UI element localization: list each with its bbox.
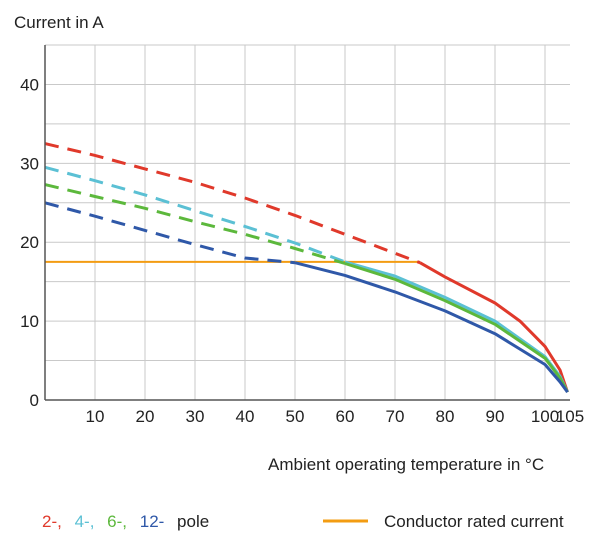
y-tick-label: 0 xyxy=(30,391,39,410)
y-tick-label: 30 xyxy=(20,154,39,173)
x-tick-label: 20 xyxy=(136,407,155,426)
x-tick-label: 105 xyxy=(556,407,584,426)
x-tick-label: 50 xyxy=(286,407,305,426)
legend-12-pole: 12- xyxy=(140,512,165,531)
x-tick-label: 80 xyxy=(436,407,455,426)
x-tick-label: 30 xyxy=(186,407,205,426)
x-tick-label: 100 xyxy=(531,407,559,426)
y-tick-label: 20 xyxy=(20,233,39,252)
y-tick-label: 10 xyxy=(20,312,39,331)
legend-4-pole: 4-, xyxy=(75,512,95,531)
legend: 2-, 4-, 6-, 12- pole Conductor rated cur… xyxy=(42,512,564,531)
x-tick-label: 70 xyxy=(386,407,405,426)
series-line-12-pole-dashed xyxy=(44,201,296,265)
axes xyxy=(44,45,570,401)
grid xyxy=(45,44,570,400)
legend-2-pole: 2-, xyxy=(42,512,62,531)
x-axis-label: Ambient operating temperature in °C xyxy=(268,455,544,474)
x-tick-label: 60 xyxy=(336,407,355,426)
x-tick-label: 90 xyxy=(486,407,505,426)
series-line-2-pole-dashed xyxy=(44,142,421,265)
series-lines xyxy=(44,142,569,393)
series-line-12-pole-solid xyxy=(294,261,569,393)
legend-pole-suffix: pole xyxy=(177,512,209,531)
series-line-2-pole-solid xyxy=(419,261,569,393)
x-tick-label: 40 xyxy=(236,407,255,426)
y-tick-label: 40 xyxy=(20,75,39,94)
x-tick-label: 10 xyxy=(86,407,105,426)
series-line-6-pole-solid xyxy=(344,262,569,393)
y-axis-label: Current in A xyxy=(14,13,104,32)
legend-6-pole: 6-, xyxy=(107,512,127,531)
legend-rated-current: Conductor rated current xyxy=(384,512,564,531)
series-line-4-pole-dashed xyxy=(44,165,346,264)
series-line-6-pole-dashed xyxy=(44,183,346,265)
legend-pole-list: 2-, 4-, 6-, 12- pole xyxy=(42,512,209,531)
